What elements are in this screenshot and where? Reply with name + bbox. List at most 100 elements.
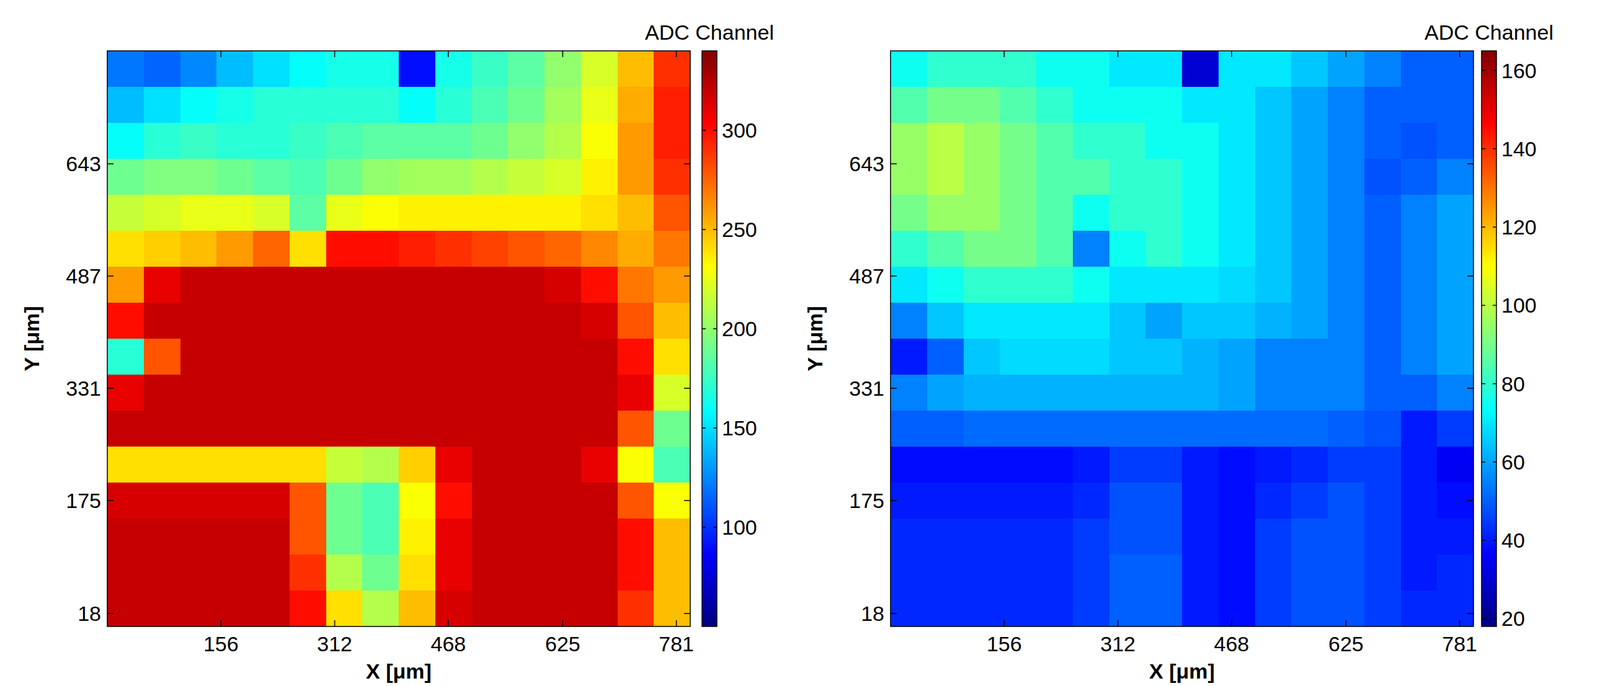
heatmap-cell [1291, 482, 1328, 520]
heatmap-cell [253, 122, 290, 160]
panel: 15631246862578118175331487643X [μm]Y [μm… [803, 20, 1554, 683]
heatmap-cell [362, 374, 399, 412]
heatmap-cell [1400, 338, 1438, 376]
heatmap-cell [1109, 266, 1147, 304]
heatmap-cell [1255, 50, 1292, 88]
x-tick-label: 625 [545, 631, 581, 656]
heatmap-cell [362, 266, 399, 304]
heatmap-cell [326, 230, 363, 268]
heatmap-cell [289, 230, 327, 268]
heatmap-cell [1145, 86, 1183, 124]
heatmap-cell [1036, 446, 1073, 484]
heatmap-cell [927, 338, 964, 376]
heatmap-cell [1072, 122, 1110, 160]
heatmap-cell [1145, 230, 1183, 268]
heatmap-cell [1291, 50, 1328, 88]
heatmap-cell [544, 230, 582, 268]
y-tick [1467, 387, 1474, 389]
heatmap-cell [289, 410, 327, 448]
heatmap-cell [1436, 590, 1474, 627]
heatmap-cell [1400, 446, 1438, 484]
heatmap-cell [1109, 158, 1147, 196]
heatmap-cell [471, 338, 509, 376]
heatmap-cell [143, 50, 181, 88]
heatmap-cell [1218, 302, 1256, 340]
y-tick [1467, 275, 1474, 277]
heatmap-cell [1400, 554, 1438, 592]
heatmap-cell [963, 374, 1001, 412]
heatmap-cell [507, 446, 545, 484]
heatmap-cell [1327, 554, 1365, 592]
heatmap-cell [471, 482, 509, 520]
x-tick [1345, 620, 1347, 627]
heatmap-cell [1436, 122, 1474, 160]
heatmap-cell [1145, 302, 1183, 340]
heatmap-cell [1072, 446, 1110, 484]
y-tick-label: 175 [848, 488, 885, 513]
heatmap-cell [1145, 194, 1183, 232]
heatmap-cell [999, 266, 1037, 304]
heatmap-cell [1036, 302, 1073, 340]
heatmap-cell [1109, 194, 1147, 232]
heatmap-cell [1255, 122, 1292, 160]
heatmap-cell [1436, 482, 1474, 520]
heatmap-cell [326, 410, 363, 448]
heatmap-cell [890, 230, 928, 268]
heatmap-cell [216, 266, 254, 304]
heatmap-cell [289, 338, 327, 376]
heatmap-cell [507, 374, 545, 412]
heatmap-cell [253, 50, 290, 88]
heatmap-cell [963, 266, 1001, 304]
heatmap-cell [398, 194, 436, 232]
heatmap-cell [362, 230, 399, 268]
colorbar-tick [1481, 70, 1486, 72]
x-tick-label: 312 [316, 631, 353, 656]
heatmap-cell [1182, 50, 1219, 88]
y-tick [1467, 499, 1474, 502]
heatmap-cell [1182, 482, 1219, 520]
colorbar [1481, 50, 1497, 627]
x-tick-label: 781 [1441, 631, 1478, 656]
heatmap-cell [1218, 230, 1256, 268]
y-tick [890, 387, 897, 389]
heatmap-cell [581, 230, 618, 268]
colorbar-tick [1492, 461, 1497, 463]
heatmap-cell [890, 266, 928, 304]
heatmap-cell [617, 446, 655, 484]
heatmap-cell [1109, 446, 1147, 484]
heatmap-cell [1291, 86, 1328, 124]
heatmap-cell [143, 230, 181, 268]
heatmap-cell [107, 446, 144, 484]
heatmap-cell [617, 302, 655, 340]
heatmap-cell [581, 158, 618, 196]
heatmap-cell [1255, 554, 1292, 592]
x-tick-label: 625 [1328, 631, 1364, 656]
heatmap-cell [471, 230, 509, 268]
heatmap-cell [435, 410, 472, 448]
colorbar-tick-label: 80 [1501, 372, 1525, 396]
heatmap-cell [398, 122, 436, 160]
heatmap-cell [107, 374, 144, 412]
heatmap-cell [107, 482, 144, 520]
heatmap-cell [1436, 446, 1474, 484]
heatmap-cell [544, 50, 582, 88]
heatmap-cell [963, 518, 1001, 556]
heatmap-cell [1436, 266, 1474, 304]
x-tick-label: 156 [203, 631, 239, 656]
heatmap-cell [398, 554, 436, 592]
heatmap-cell [963, 50, 1001, 88]
heatmap-cell [581, 590, 618, 627]
heatmap-cell [1291, 194, 1328, 232]
y-tick-label: 487 [848, 264, 885, 288]
heatmap-cell [1364, 410, 1401, 448]
colorbar-tick-label: 250 [721, 217, 758, 242]
heatmap-cell [617, 554, 655, 592]
heatmap-cell [653, 50, 691, 88]
heatmap-cell [653, 410, 691, 448]
heatmap-cell [1291, 410, 1328, 448]
heatmap-cell [1255, 338, 1292, 376]
heatmap-cell [963, 122, 1001, 160]
heatmap-cell [1327, 446, 1365, 484]
colorbar-tick [1481, 226, 1486, 228]
heatmap-cell [435, 266, 472, 304]
